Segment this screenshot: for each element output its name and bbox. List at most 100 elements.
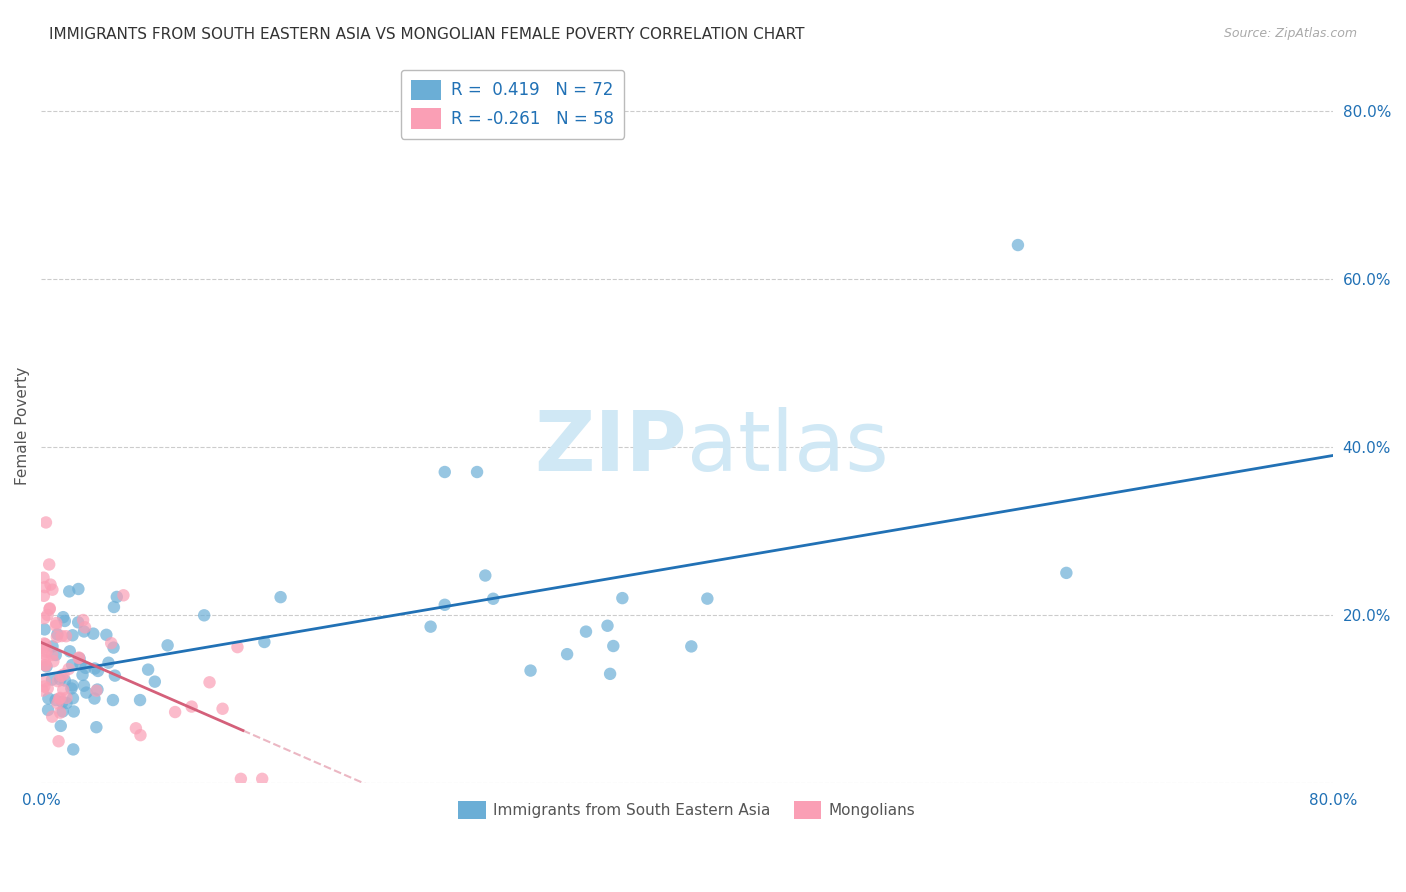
Point	[37, 681, 59, 696]
Point	[42, 654, 65, 668]
Point	[58, 662, 80, 676]
Point	[46, 674, 69, 689]
Point	[58, 584, 80, 599]
Point	[474, 568, 496, 582]
Point	[38, 558, 60, 572]
Point	[156, 638, 179, 652]
Text: Source: ZipAtlas.com: Source: ZipAtlas.com	[1223, 27, 1357, 40]
Point	[32, 571, 55, 585]
Point	[45, 615, 67, 630]
Point	[60, 681, 83, 696]
Point	[39, 577, 62, 591]
Point	[612, 591, 634, 606]
Point	[75, 685, 97, 699]
Point	[48, 691, 70, 706]
Point	[45, 648, 67, 662]
Point	[253, 635, 276, 649]
Point	[49, 719, 72, 733]
Point	[83, 661, 105, 675]
Point	[96, 628, 118, 642]
Text: IMMIGRANTS FROM SOUTH EASTERN ASIA VS MONGOLIAN FEMALE POVERTY CORRELATION CHART: IMMIGRANTS FROM SOUTH EASTERN ASIA VS MO…	[49, 27, 804, 42]
Point	[211, 702, 233, 716]
Point	[32, 611, 55, 625]
Point	[62, 628, 84, 642]
Point	[62, 705, 84, 719]
Point	[51, 695, 73, 709]
Point	[97, 656, 120, 670]
Point	[41, 648, 63, 662]
Point	[34, 623, 56, 637]
Point	[681, 640, 703, 654]
Point	[34, 674, 56, 689]
Point	[75, 661, 97, 675]
Point	[49, 706, 72, 720]
Point	[45, 619, 67, 633]
Point	[72, 613, 94, 627]
Point	[193, 608, 215, 623]
Point	[45, 630, 67, 644]
Point	[37, 703, 59, 717]
Point	[87, 664, 110, 678]
Point	[35, 658, 58, 673]
Point	[86, 720, 108, 734]
Point	[73, 679, 96, 693]
Point	[55, 696, 77, 710]
Point	[555, 647, 578, 661]
Point	[34, 580, 56, 594]
Point	[53, 673, 76, 688]
Point	[696, 591, 718, 606]
Point	[46, 627, 69, 641]
Point	[53, 614, 76, 628]
Point	[143, 674, 166, 689]
Point	[1007, 238, 1029, 252]
Point	[46, 696, 69, 710]
Point	[419, 620, 441, 634]
Point	[129, 693, 152, 707]
Point	[32, 647, 55, 661]
Point	[103, 640, 125, 655]
Point	[41, 673, 63, 687]
Point	[112, 588, 135, 602]
Point	[86, 683, 108, 698]
Point	[73, 620, 96, 634]
Point	[52, 610, 75, 624]
Point	[32, 636, 55, 650]
Point	[48, 734, 70, 748]
Point	[433, 598, 456, 612]
Point	[82, 626, 104, 640]
Point	[104, 668, 127, 682]
Point	[52, 682, 75, 697]
Point	[250, 772, 273, 786]
Point	[52, 667, 75, 681]
Point	[35, 659, 58, 673]
Point	[41, 709, 63, 723]
Point	[32, 589, 55, 603]
Point	[67, 650, 90, 665]
Point	[37, 691, 59, 706]
Point	[165, 705, 187, 719]
Point	[433, 465, 456, 479]
Point	[129, 728, 152, 742]
Point	[49, 690, 72, 705]
Point	[59, 644, 82, 658]
Point	[575, 624, 598, 639]
Point	[51, 629, 73, 643]
Point	[55, 629, 77, 643]
Y-axis label: Female Poverty: Female Poverty	[15, 367, 30, 485]
Point	[229, 772, 252, 786]
Point	[103, 600, 125, 615]
Point	[198, 675, 221, 690]
Point	[226, 640, 249, 654]
Point	[34, 637, 56, 651]
Point	[62, 678, 84, 692]
Text: atlas: atlas	[688, 407, 889, 488]
Point	[45, 693, 67, 707]
Point	[1054, 566, 1077, 580]
Point	[596, 619, 619, 633]
Point	[41, 640, 63, 654]
Point	[34, 653, 56, 667]
Point	[62, 742, 84, 756]
Point	[35, 516, 58, 530]
Point	[73, 624, 96, 639]
Text: ZIP: ZIP	[534, 407, 688, 488]
